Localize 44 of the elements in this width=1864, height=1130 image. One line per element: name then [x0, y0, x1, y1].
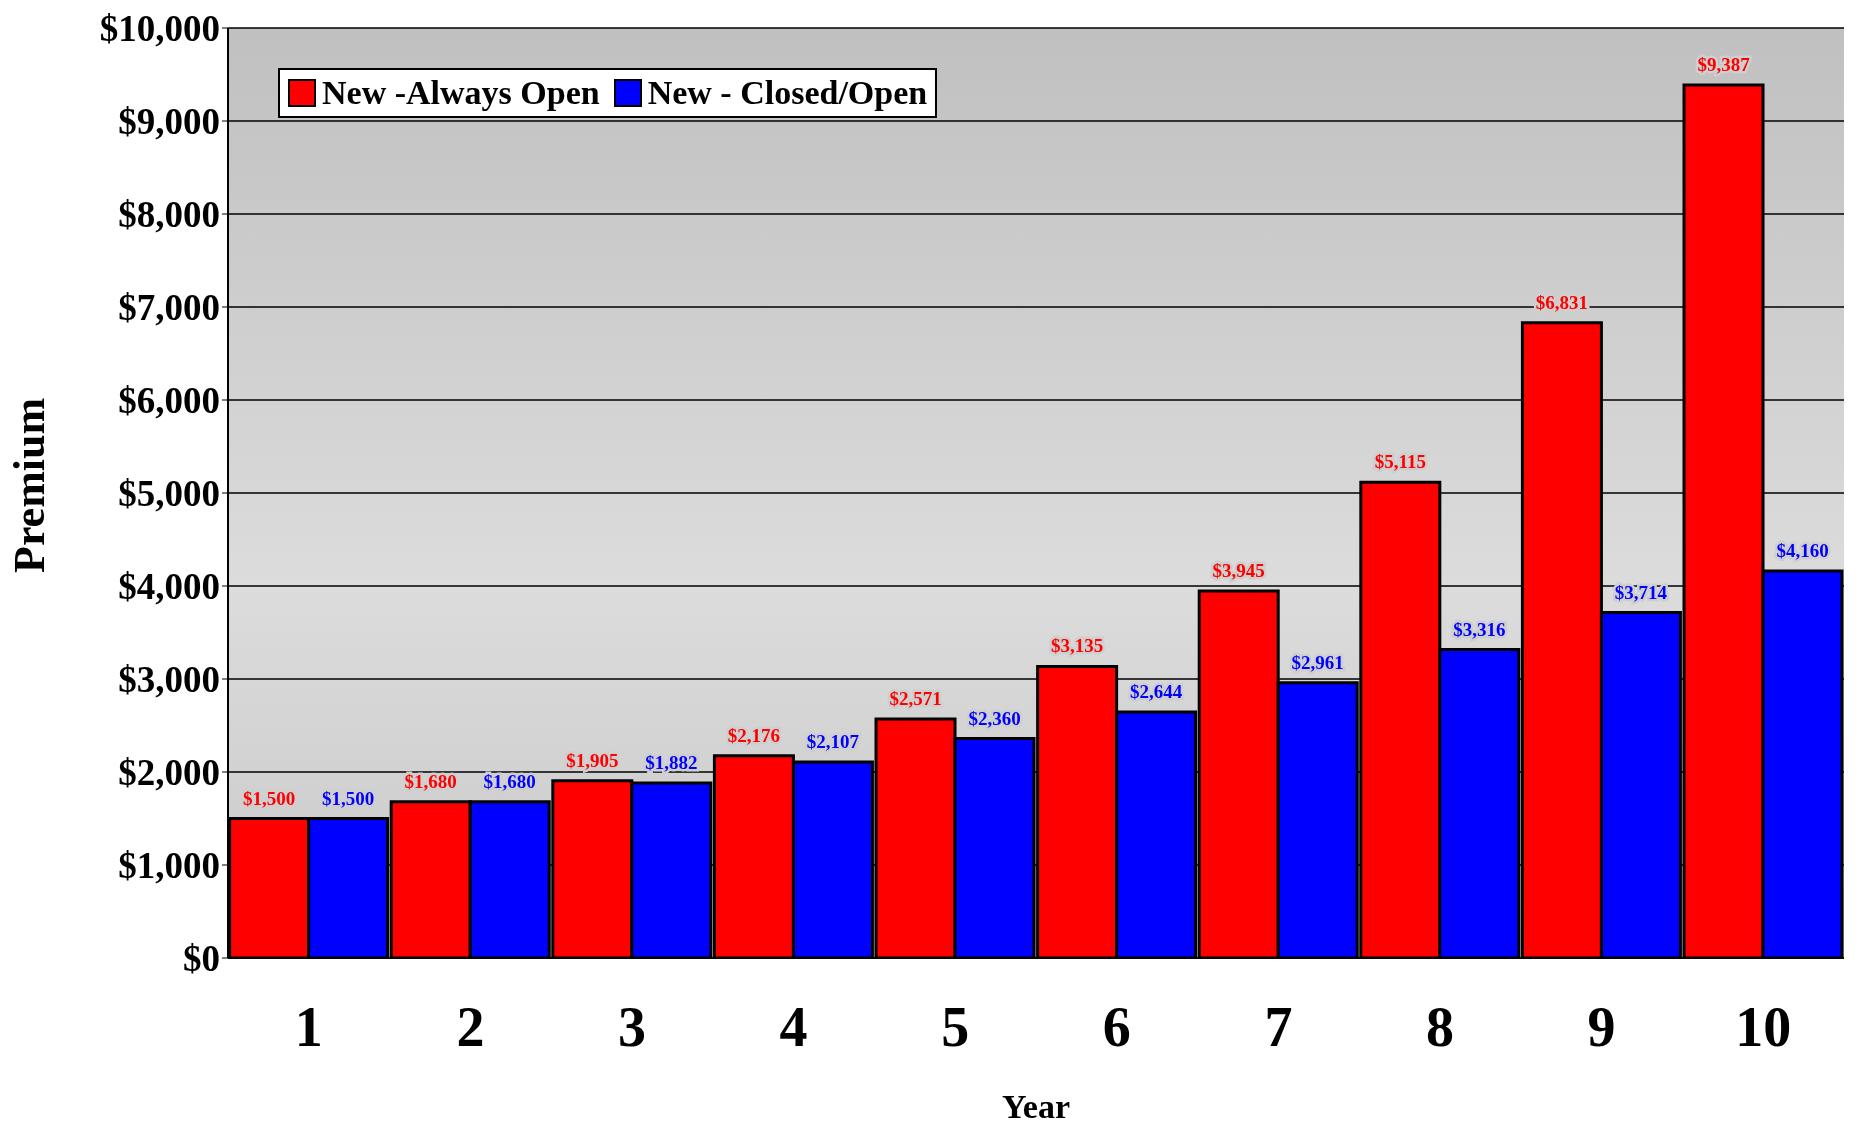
y-tick-label: $3,000 [118, 659, 220, 701]
data-label: $2,571 [889, 687, 942, 709]
data-label: $5,115 [1374, 451, 1426, 473]
x-tick-label: 6 [1102, 995, 1131, 1058]
data-label: $1,500 [321, 787, 375, 809]
data-label: $1,905 [566, 749, 619, 771]
y-tick-label: $4,000 [118, 566, 220, 608]
y-tick-label: $10,000 [99, 8, 220, 50]
x-axis-title: Year [1002, 1088, 1070, 1125]
data-label: $9,387 [1697, 54, 1751, 76]
y-tick-label: $9,000 [118, 101, 220, 143]
x-tick-label: 4 [779, 995, 808, 1058]
y-tick-label: $7,000 [118, 287, 220, 329]
y-tick-label: $6,000 [118, 380, 220, 422]
data-label: $3,714 [1614, 581, 1668, 603]
x-tick-label: 10 [1735, 995, 1792, 1058]
x-tick-label: 2 [456, 995, 485, 1058]
y-tick-label: $5,000 [118, 473, 220, 515]
data-label: $2,360 [968, 707, 1021, 729]
data-label: $2,176 [727, 724, 781, 746]
y-tick-label: $0 [183, 938, 220, 980]
data-label: $4,160 [1776, 540, 1829, 562]
y-axis-title: Premium [4, 397, 54, 573]
x-tick-label: 3 [618, 995, 646, 1058]
data-label: $1,882 [645, 751, 698, 773]
y-tick-label: $1,000 [118, 845, 220, 887]
data-label: $1,680 [404, 770, 457, 792]
x-tick-label: 8 [1426, 995, 1454, 1058]
y-tick-label: $8,000 [118, 194, 220, 236]
x-tick-label: 9 [1587, 995, 1616, 1058]
data-label: $2,961 [1291, 651, 1344, 673]
legend-label: New -Always Open [322, 74, 600, 112]
x-tick-label: 5 [941, 995, 970, 1058]
data-label: $2,107 [806, 731, 860, 753]
x-tick-label: 1 [294, 995, 323, 1058]
legend-label: New - Closed/Open [647, 74, 928, 112]
data-label: $3,316 [1453, 618, 1506, 640]
data-label: $3,945 [1212, 560, 1265, 582]
data-label: $1,680 [483, 770, 536, 792]
data-label: $2,644 [1129, 681, 1183, 703]
y-tick-label: $2,000 [118, 752, 220, 794]
x-tick-label: 7 [1264, 995, 1293, 1058]
data-label: $3,135 [1050, 635, 1104, 657]
data-label: $1,500 [242, 787, 296, 809]
